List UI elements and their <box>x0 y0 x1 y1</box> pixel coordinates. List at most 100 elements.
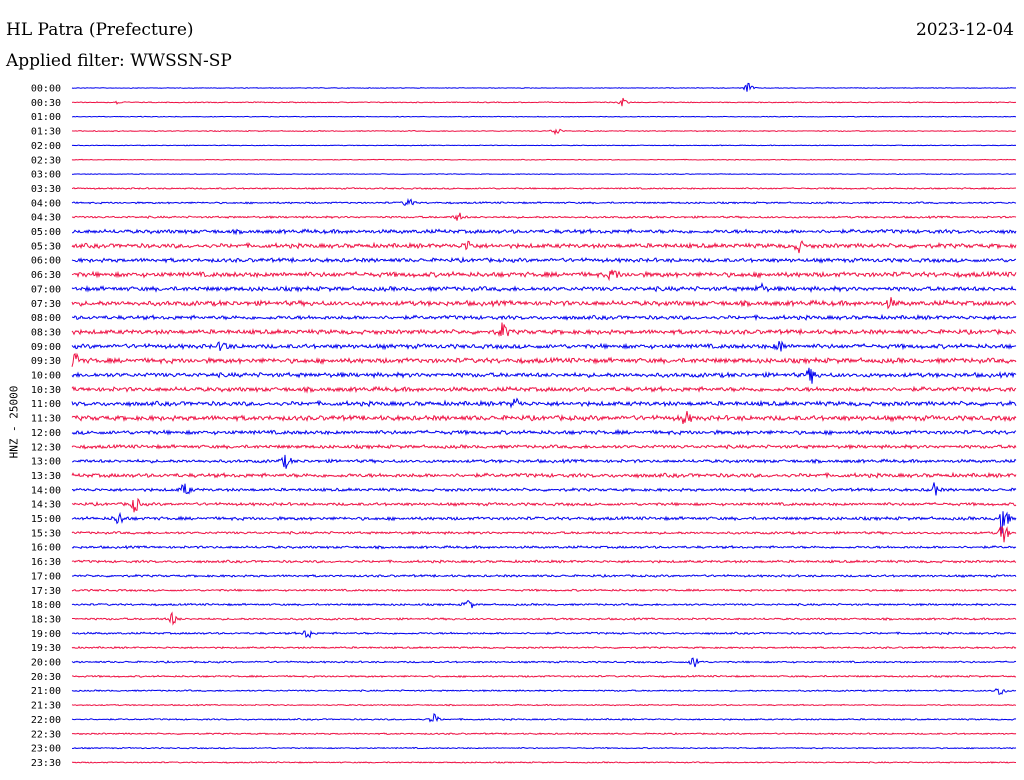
trace-row <box>71 322 1017 338</box>
trace-row <box>71 611 1017 626</box>
row-time-label: 03:30 <box>31 184 61 195</box>
row-time-label: 09:00 <box>31 342 61 353</box>
filter-label: Applied filter: WWSSN-SP <box>6 51 232 71</box>
trace-row <box>71 97 1017 107</box>
trace-row <box>71 367 1017 384</box>
row-time-label: 23:30 <box>31 758 61 769</box>
row-time-label: 20:00 <box>31 658 61 669</box>
trace-row <box>71 128 1017 136</box>
trace-row <box>71 297 1017 310</box>
trace-row <box>71 511 1017 534</box>
trace-row <box>71 497 1017 513</box>
row-time-label: 02:00 <box>31 141 61 152</box>
trace-row <box>71 186 1017 190</box>
row-time-label: 07:00 <box>31 284 61 295</box>
trace-row <box>71 703 1017 707</box>
trace-row <box>71 313 1017 322</box>
row-time-label: 03:00 <box>31 170 61 181</box>
row-time-label: 17:00 <box>31 571 61 582</box>
trace-row <box>71 688 1017 695</box>
row-time-label: 18:00 <box>31 600 61 611</box>
row-time-label: 10:30 <box>31 385 61 396</box>
row-time-label: 11:30 <box>31 414 61 425</box>
trace-row <box>71 212 1017 221</box>
row-time-label: 13:30 <box>31 471 61 482</box>
trace-row <box>71 599 1017 609</box>
row-time-label: 22:30 <box>31 729 61 740</box>
row-time-label: 01:30 <box>31 127 61 138</box>
trace-row <box>71 115 1017 118</box>
row-time-label: 19:30 <box>31 643 61 654</box>
row-time-label: 20:30 <box>31 672 61 683</box>
row-time-label: 17:30 <box>31 586 61 597</box>
trace-row <box>71 761 1016 764</box>
row-time-label: 02:30 <box>31 155 61 166</box>
station-title: HL Patra (Prefecture) <box>6 20 194 40</box>
row-time-label: 14:00 <box>31 485 61 496</box>
trace-row <box>71 269 1017 282</box>
row-time-label: 04:30 <box>31 213 61 224</box>
trace-date: 2023-12-04 <box>915 20 1014 40</box>
row-time-label: 21:00 <box>31 686 61 697</box>
trace-row <box>71 144 1017 147</box>
trace-row <box>71 173 1017 176</box>
row-time-label: 07:30 <box>31 299 61 310</box>
trace-row <box>71 240 1017 254</box>
trace-row <box>71 454 1017 469</box>
row-time-label: 00:30 <box>31 98 61 109</box>
trace-row <box>71 428 1017 436</box>
row-time-label: 14:30 <box>31 500 61 511</box>
row-time-label: 06:30 <box>31 270 61 281</box>
row-time-label: 21:30 <box>31 701 61 712</box>
row-time-label: 13:00 <box>31 457 61 468</box>
row-time-label: 11:00 <box>31 399 61 410</box>
trace-row <box>71 82 1017 92</box>
row-time-label: 10:00 <box>31 371 61 382</box>
trace-row <box>71 732 1017 736</box>
row-time-label: 18:30 <box>31 614 61 625</box>
row-time-label: 15:30 <box>31 528 61 539</box>
row-time-label: 04:00 <box>31 198 61 209</box>
trace-row <box>71 471 1017 479</box>
row-time-label: 06:00 <box>31 256 61 267</box>
trace-row <box>71 629 1017 639</box>
row-time-label: 05:00 <box>31 227 61 238</box>
trace-row <box>71 385 1017 394</box>
trace-row <box>71 657 1017 668</box>
row-time-label: 16:30 <box>31 557 61 568</box>
row-time-label: 05:30 <box>31 241 61 252</box>
row-time-label: 00:00 <box>31 84 61 95</box>
row-time-label: 09:30 <box>31 356 61 367</box>
trace-row <box>71 559 1017 564</box>
trace-row <box>71 482 1017 496</box>
trace-row <box>71 573 1017 578</box>
trace-row <box>71 282 1017 293</box>
trace-row <box>71 588 1017 593</box>
trace-row <box>71 410 1017 425</box>
trace-row <box>71 352 1017 367</box>
trace-row <box>71 645 1017 650</box>
row-time-label: 15:00 <box>31 514 61 525</box>
row-time-label: 12:00 <box>31 428 61 439</box>
trace-row <box>71 197 1017 207</box>
trace-row <box>71 443 1017 451</box>
row-time-label: 08:00 <box>31 313 61 324</box>
row-time-label: 16:00 <box>31 543 61 554</box>
row-time-label: 01:00 <box>31 112 61 123</box>
trace-row <box>71 397 1017 409</box>
trace-row <box>71 227 1017 236</box>
row-time-label: 19:00 <box>31 629 61 640</box>
trace-row <box>71 340 1017 352</box>
row-time-label: 08:30 <box>31 327 61 338</box>
trace-row <box>71 544 1017 550</box>
trace-row <box>71 526 1017 543</box>
row-time-label: 22:00 <box>31 715 61 726</box>
trace-row <box>71 746 1017 750</box>
trace-row <box>71 256 1017 264</box>
row-time-label: 12:30 <box>31 442 61 453</box>
trace-row <box>71 158 1017 161</box>
trace-row <box>71 674 1017 679</box>
row-time-label: 23:00 <box>31 744 61 755</box>
trace-row <box>71 713 1017 723</box>
